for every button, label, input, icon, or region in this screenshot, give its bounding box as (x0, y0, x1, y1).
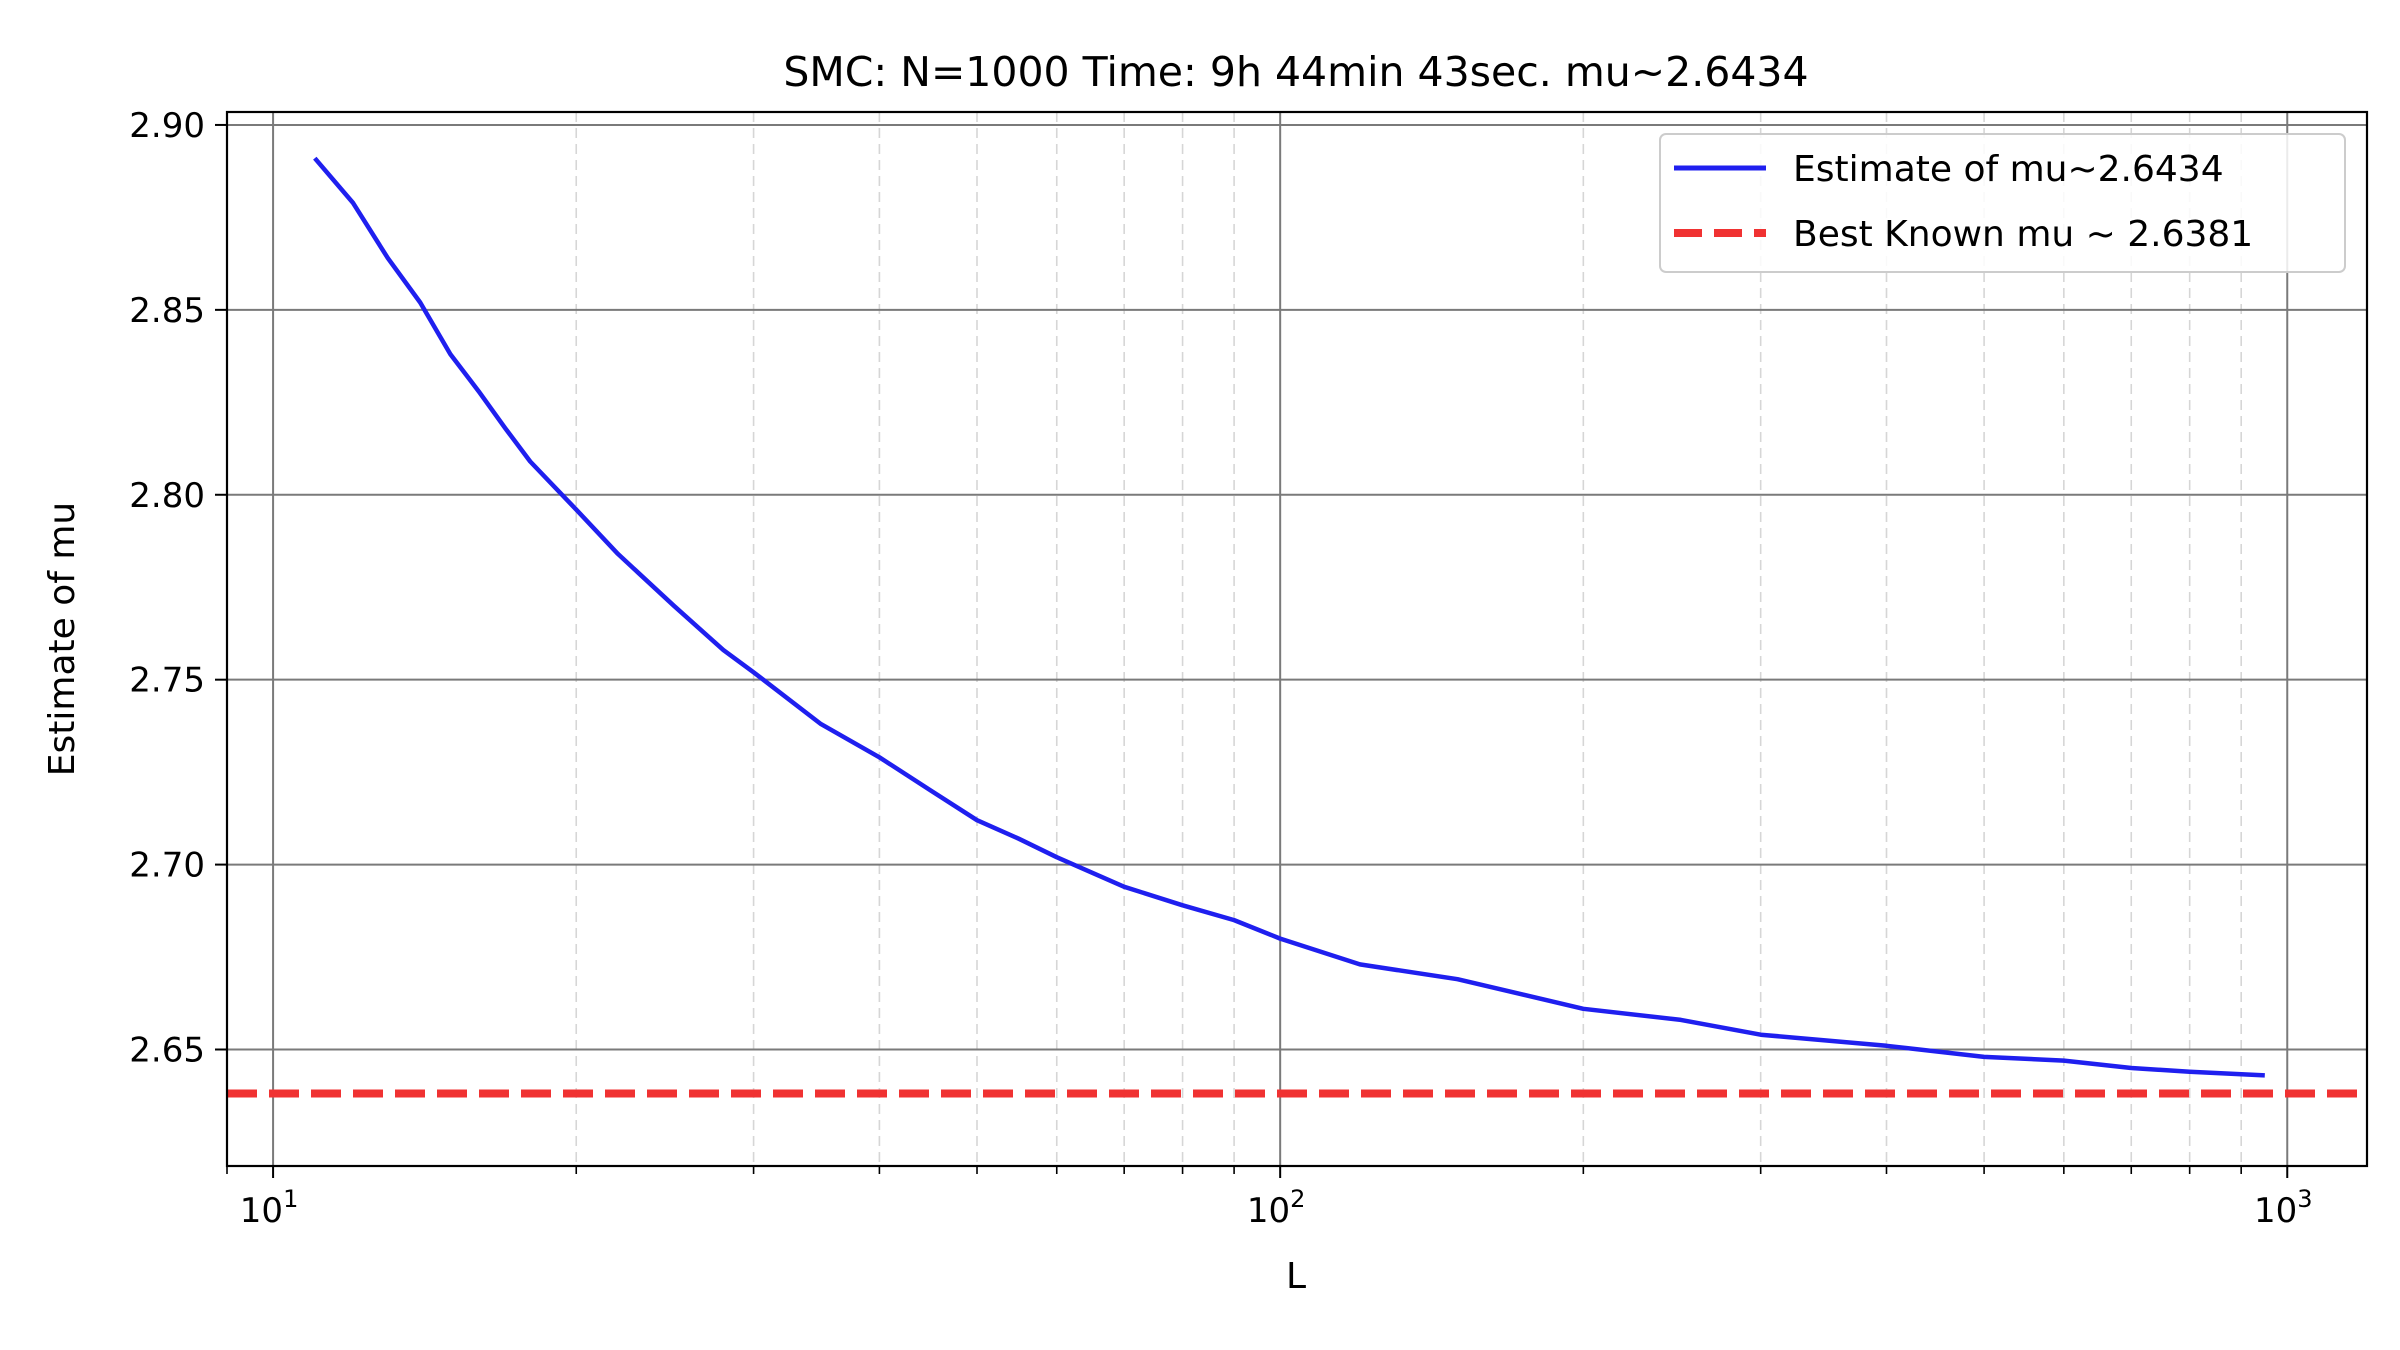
plot-area-frame (225, 110, 2369, 1168)
y-tick-label: 2.80 (129, 476, 205, 516)
legend-label-best-known: Best Known mu ~ 2.6381 (1793, 214, 2253, 255)
x-tick-label: 102 (1247, 1185, 1306, 1231)
legend-box (1659, 133, 2346, 273)
series-layer (227, 156, 2367, 1098)
x-tick-label: 103 (2254, 1185, 2313, 1231)
estimate-of-mu-line (313, 156, 2265, 1078)
x-tick-label-exponent: 1 (283, 1185, 298, 1213)
y-tick-label: 2.75 (129, 661, 205, 701)
y-axis-ticks: 2.65 2.70 2.75 2.80 2.85 2.90 (129, 106, 227, 1071)
x-axis-ticks: 101 102 103 (226, 1166, 2313, 1231)
y-axis-label: Estimate of mu (42, 502, 83, 776)
y-tick-label: 2.90 (129, 106, 205, 146)
y-tick-label: 2.70 (129, 846, 205, 886)
legend-label-estimate: Estimate of mu~2.6434 (1793, 149, 2224, 190)
y-tick-label: 2.65 (129, 1031, 205, 1071)
x-tick-label-exponent: 3 (2297, 1185, 2312, 1213)
x-axis-label: L (1286, 1256, 1306, 1297)
x-tick-label: 101 (240, 1185, 299, 1231)
x-tick-label-base: 10 (2254, 1191, 2297, 1231)
x-tick-label-base: 10 (1247, 1191, 1290, 1231)
x-tick-label-exponent: 2 (1290, 1185, 1305, 1213)
y-tick-label: 2.85 (129, 291, 205, 331)
legend: Estimate of mu~2.6434 Best Known mu ~ 2.… (1659, 133, 2346, 273)
major-gridlines (227, 112, 2367, 1166)
chart-title: SMC: N=1000 Time: 9h 44min 43sec. mu~2.6… (783, 48, 1808, 96)
x-tick-label-base: 10 (240, 1191, 283, 1231)
